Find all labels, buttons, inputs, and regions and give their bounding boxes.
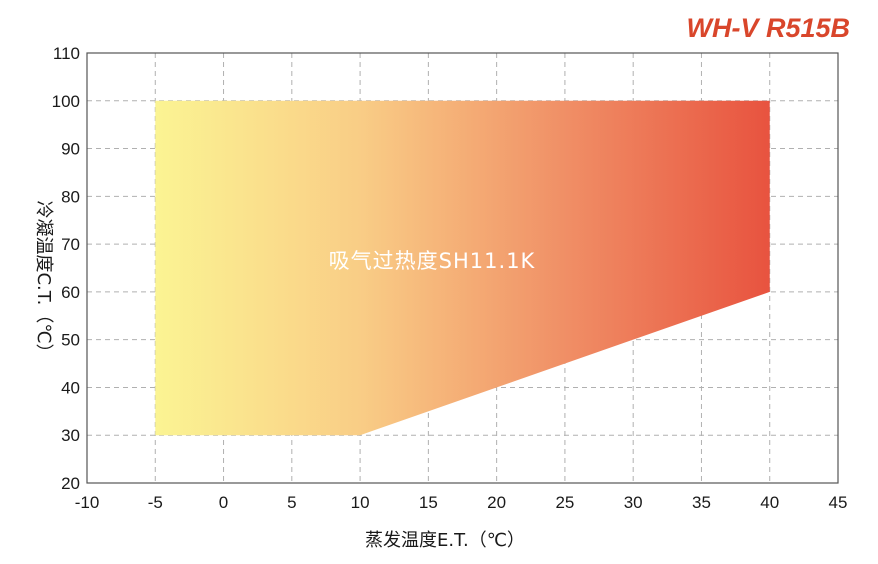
y-tick-labels: 20 30 40 50 60 70 80 90 100 110 xyxy=(52,44,80,493)
operating-envelope-area xyxy=(155,100,770,436)
y-tick-label: 90 xyxy=(61,140,80,159)
x-tick-label: 25 xyxy=(555,493,574,512)
plot-border xyxy=(86,52,839,484)
y-tick-label: 40 xyxy=(61,378,80,397)
envelope-area-group xyxy=(155,100,770,436)
y-tick-label: 20 xyxy=(61,474,80,493)
x-tick-label: 20 xyxy=(487,493,506,512)
y-tick-label: 50 xyxy=(61,331,80,350)
x-tick-label: 15 xyxy=(419,493,438,512)
x-tick-label: -10 xyxy=(75,493,100,512)
x-tick-label: 30 xyxy=(624,493,643,512)
x-tick-label: 35 xyxy=(692,493,711,512)
y-tick-label: 60 xyxy=(61,283,80,302)
x-axis-label: 蒸发温度E.T.（℃） xyxy=(365,530,525,551)
y-tick-label: 100 xyxy=(52,92,80,111)
y-tick-label: 30 xyxy=(61,426,80,445)
x-tick-label: 5 xyxy=(287,493,296,512)
x-tick-labels: -10 -5 0 5 10 15 20 25 30 35 40 45 xyxy=(75,493,848,512)
x-tick-label: -5 xyxy=(148,493,163,512)
y-tick-label: 80 xyxy=(61,187,80,206)
y-tick-label: 110 xyxy=(53,44,80,63)
y-tick-label: 70 xyxy=(61,235,80,254)
x-tick-label: 10 xyxy=(351,493,370,512)
x-tick-label: 0 xyxy=(219,493,228,512)
x-tick-label: 40 xyxy=(760,493,779,512)
y-axis-label: 冷凝温度C.T.（℃） xyxy=(33,200,54,361)
annotation-superheat: 吸气过热度SH11.1K xyxy=(329,249,536,273)
plot-frame xyxy=(86,52,839,484)
x-tick-label: 45 xyxy=(829,493,848,512)
chart-title: WH-V R515B xyxy=(686,13,850,43)
